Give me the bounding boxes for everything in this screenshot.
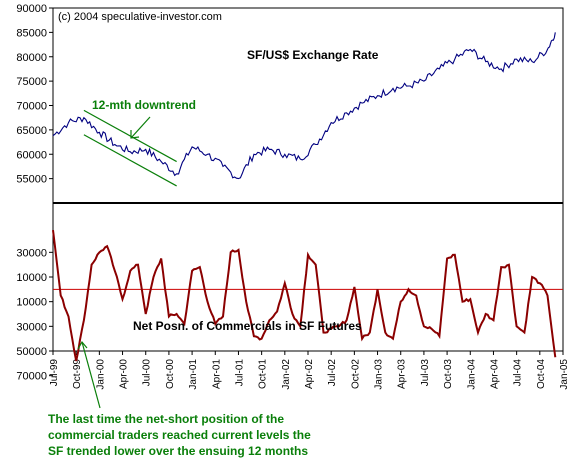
- x-tick-label: Oct-03: [443, 359, 454, 389]
- x-tick-label: Oct-04: [536, 359, 547, 389]
- x-tick-label: Oct-00: [165, 359, 176, 389]
- top-y-tick-label: 80000: [16, 52, 47, 64]
- caption-line-1: The last time the net-short position of …: [48, 412, 284, 426]
- top-y-tick-label: 85000: [16, 27, 47, 39]
- bottom-y-tick-label: 10000: [16, 297, 47, 309]
- top-y-tick-label: 90000: [16, 3, 47, 15]
- caption-arrow: [77, 340, 101, 409]
- downtrend-arrow: [130, 116, 151, 139]
- bottom-y-tick-label: 50000: [16, 346, 47, 358]
- x-tick-label: Jan-00: [95, 359, 106, 390]
- bottom-y-tick-label: 30000: [16, 247, 47, 259]
- bottom-y-axis: 30000 10000 10000 30000 50000 70000: [16, 247, 53, 383]
- x-tick-label: Apr-00: [119, 359, 130, 389]
- top-y-tick-label: 70000: [16, 101, 47, 113]
- x-tick-label: Jan-01: [188, 359, 199, 390]
- exchange-rate-line: [52, 32, 556, 180]
- x-tick-label: Apr-02: [304, 359, 315, 389]
- x-tick-label: Oct-99: [72, 359, 83, 389]
- bottom-y-tick-label: 70000: [16, 371, 47, 383]
- x-tick-label: Jan-05: [559, 359, 570, 390]
- x-tick-label: Jul-02: [327, 359, 338, 387]
- copyright-text: (c) 2004 speculative-investor.com: [58, 11, 222, 23]
- trend-channel: [83, 109, 177, 187]
- x-tick-label: Jan-04: [466, 359, 477, 390]
- x-axis: Jul-99 Oct-99 Jan-00 Apr-00 Jul-00 Oct-00 Jan-…: [49, 351, 570, 390]
- downtrend-label: 12-mth downtrend: [92, 98, 196, 112]
- top-panel-title: SF/US$ Exchange Rate: [247, 48, 379, 62]
- caption-line-2: commercial traders reached current level…: [48, 428, 311, 442]
- bottom-panel-title: Net Posn. of Commercials in SF Futures: [133, 319, 362, 333]
- bottom-y-tick-label: 10000: [16, 272, 47, 284]
- x-tick-label: Jul-03: [420, 359, 431, 387]
- top-y-tick-label: 55000: [16, 174, 47, 186]
- trend-channel-lower: [83, 134, 177, 187]
- top-y-tick-label: 75000: [16, 76, 47, 88]
- caption-line-3: SF trended lower over the ensuing 12 mon…: [48, 444, 308, 458]
- x-tick-label: Jul-04: [513, 359, 524, 387]
- top-y-axis: 55000 60000 65000 70000 75000 80000 85000 90000: [16, 3, 53, 186]
- x-tick-label: Apr-01: [211, 359, 222, 389]
- x-tick-label: Jan-02: [281, 359, 292, 390]
- x-tick-label: Oct-02: [350, 359, 361, 389]
- bottom-y-tick-label: 30000: [16, 321, 47, 333]
- x-tick-label: Jul-99: [49, 359, 60, 387]
- top-y-tick-label: 65000: [16, 125, 47, 137]
- trend-channel-upper: [83, 109, 177, 163]
- x-tick-label: Apr-04: [489, 359, 500, 389]
- x-tick-label: Apr-03: [397, 359, 408, 389]
- net-position-line: [52, 229, 557, 362]
- x-tick-label: Oct-01: [258, 359, 269, 389]
- x-tick-label: Jul-01: [234, 359, 245, 387]
- top-y-tick-label: 60000: [16, 149, 47, 161]
- x-tick-label: Jan-03: [374, 359, 385, 390]
- x-tick-label: Jul-00: [142, 359, 153, 387]
